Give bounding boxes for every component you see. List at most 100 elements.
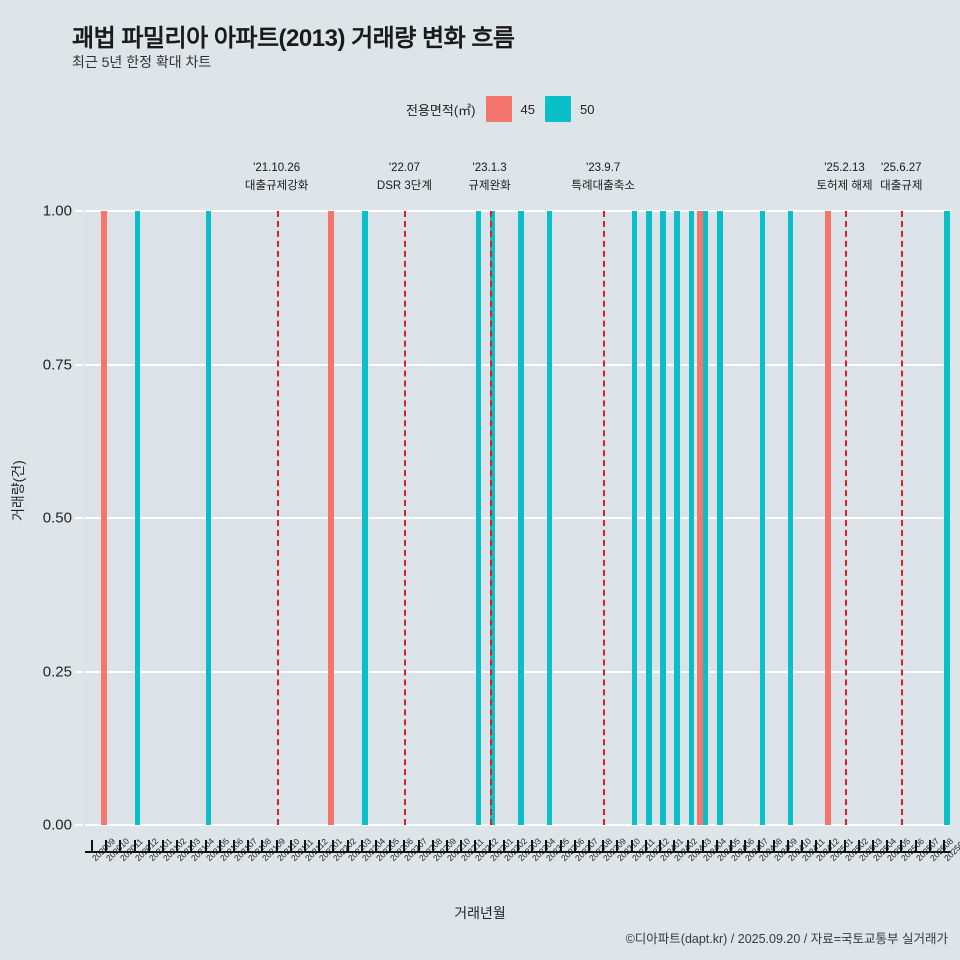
y-tick-mark xyxy=(75,363,83,366)
bar[interactable] xyxy=(646,211,652,825)
event-annotation-text: 특례대출축소 xyxy=(571,179,635,192)
x-tick-mark xyxy=(403,840,406,852)
bar[interactable] xyxy=(518,211,524,825)
event-annotation-text: 대출규제강화 xyxy=(244,179,309,192)
event-annotation: '22.07 DSR 3단계 xyxy=(377,160,432,196)
x-tick-mark xyxy=(488,840,491,852)
legend-item-45[interactable]: 45 xyxy=(485,96,535,122)
x-tick-mark xyxy=(147,840,150,852)
event-line xyxy=(404,211,407,825)
event-annotation-text: 대출규제 xyxy=(880,179,923,192)
y-tick-mark xyxy=(75,517,83,519)
event-annotation-date: '23.9.7 xyxy=(586,162,621,174)
y-tick-label: 0.75 xyxy=(42,356,72,373)
gridline xyxy=(85,210,951,212)
bar[interactable] xyxy=(717,211,723,825)
x-tick-mark xyxy=(119,840,122,852)
x-tick-mark xyxy=(133,840,136,852)
x-tick-mark xyxy=(531,840,534,852)
x-tick-mark xyxy=(460,840,463,852)
x-tick-mark xyxy=(886,840,889,852)
bar[interactable] xyxy=(546,211,553,825)
chart-subtitle: 최근 5년 한정 확대 차트 xyxy=(72,54,212,70)
x-tick-mark xyxy=(389,840,392,852)
event-annotation-date: '25.6.27 xyxy=(881,162,922,174)
x-tick-mark xyxy=(517,840,519,852)
x-tick-mark xyxy=(176,840,179,852)
x-tick-mark xyxy=(942,840,945,852)
x-tick-mark xyxy=(275,840,278,852)
x-tick-mark xyxy=(247,840,250,852)
y-tick-label: 1.00 xyxy=(42,202,72,220)
x-tick-mark xyxy=(304,840,307,852)
y-tick-label: 0.50 xyxy=(42,509,72,527)
chart-legend: 전용면적(㎡) 45 50 xyxy=(406,96,594,122)
bar[interactable] xyxy=(631,211,638,825)
x-tick-mark xyxy=(701,840,704,852)
x-tick-mark xyxy=(375,840,378,852)
x-tick-mark xyxy=(673,840,676,852)
x-tick-mark xyxy=(261,840,264,852)
event-annotation: '21.10.26 대출규제강화 xyxy=(245,160,308,196)
x-tick-mark xyxy=(815,840,818,852)
x-tick-mark xyxy=(658,840,661,852)
bar[interactable] xyxy=(205,211,212,825)
legend-swatch-45 xyxy=(485,96,512,122)
bar[interactable] xyxy=(825,211,831,825)
y-tick-mark xyxy=(75,670,83,673)
x-tick-mark xyxy=(857,840,860,852)
event-annotation-date: '25.2.13 xyxy=(824,162,865,174)
x-tick-mark xyxy=(346,840,349,852)
bar[interactable] xyxy=(101,211,107,825)
x-tick-mark xyxy=(233,840,236,852)
bar[interactable] xyxy=(702,211,709,825)
x-tick-mark xyxy=(204,840,207,852)
event-annotation-date: '23.1.3 xyxy=(472,162,507,174)
footer-credit: ©디아파트(dapt.kr) / 2025.09.20 / 자료=국토교통부 실… xyxy=(625,932,948,946)
x-axis-line xyxy=(85,851,951,853)
bar[interactable] xyxy=(660,211,666,825)
bar[interactable] xyxy=(688,211,695,825)
x-tick-mark xyxy=(871,840,874,852)
event-line xyxy=(844,211,847,825)
x-tick-mark xyxy=(616,840,619,852)
y-tick-mark xyxy=(75,210,83,212)
bar[interactable] xyxy=(759,211,766,825)
x-tick-mark xyxy=(602,840,605,852)
x-tick-mark xyxy=(829,840,832,852)
bar[interactable] xyxy=(475,211,482,825)
bar[interactable] xyxy=(674,211,680,825)
x-tick-mark xyxy=(446,840,449,852)
legend-item-50[interactable]: 50 xyxy=(544,96,594,122)
bar[interactable] xyxy=(328,211,334,825)
x-axis-label: 거래년월 xyxy=(454,905,506,921)
x-tick-mark xyxy=(360,840,363,852)
event-annotation-text: 규제완화 xyxy=(468,179,511,192)
bar[interactable] xyxy=(787,211,794,825)
bar[interactable] xyxy=(134,211,141,825)
x-tick-mark xyxy=(318,840,321,852)
x-tick-mark xyxy=(218,840,221,852)
x-tick-mark xyxy=(587,840,590,852)
bar[interactable] xyxy=(697,211,703,825)
gridline xyxy=(85,517,951,519)
event-line xyxy=(276,211,279,825)
x-tick-mark xyxy=(644,840,647,852)
x-tick-mark xyxy=(474,840,477,852)
x-tick-mark xyxy=(900,840,903,852)
bar[interactable] xyxy=(362,211,368,825)
gridline xyxy=(85,670,951,673)
x-tick-mark xyxy=(729,840,732,852)
x-tick-mark xyxy=(332,840,335,852)
x-tick-mark xyxy=(417,840,420,852)
gridline xyxy=(85,824,951,826)
x-tick-mark xyxy=(190,840,193,852)
x-tick-mark xyxy=(162,840,165,852)
x-tick-mark xyxy=(772,840,775,852)
chart-title: 괘법 파밀리아 아파트(2013) 거래량 변화 흐름 xyxy=(72,25,515,52)
plot-area xyxy=(85,210,951,826)
event-line xyxy=(901,211,904,825)
bar[interactable] xyxy=(944,211,950,825)
bar[interactable] xyxy=(489,211,496,825)
event-annotation: '25.6.27 대출규제 xyxy=(880,160,922,196)
